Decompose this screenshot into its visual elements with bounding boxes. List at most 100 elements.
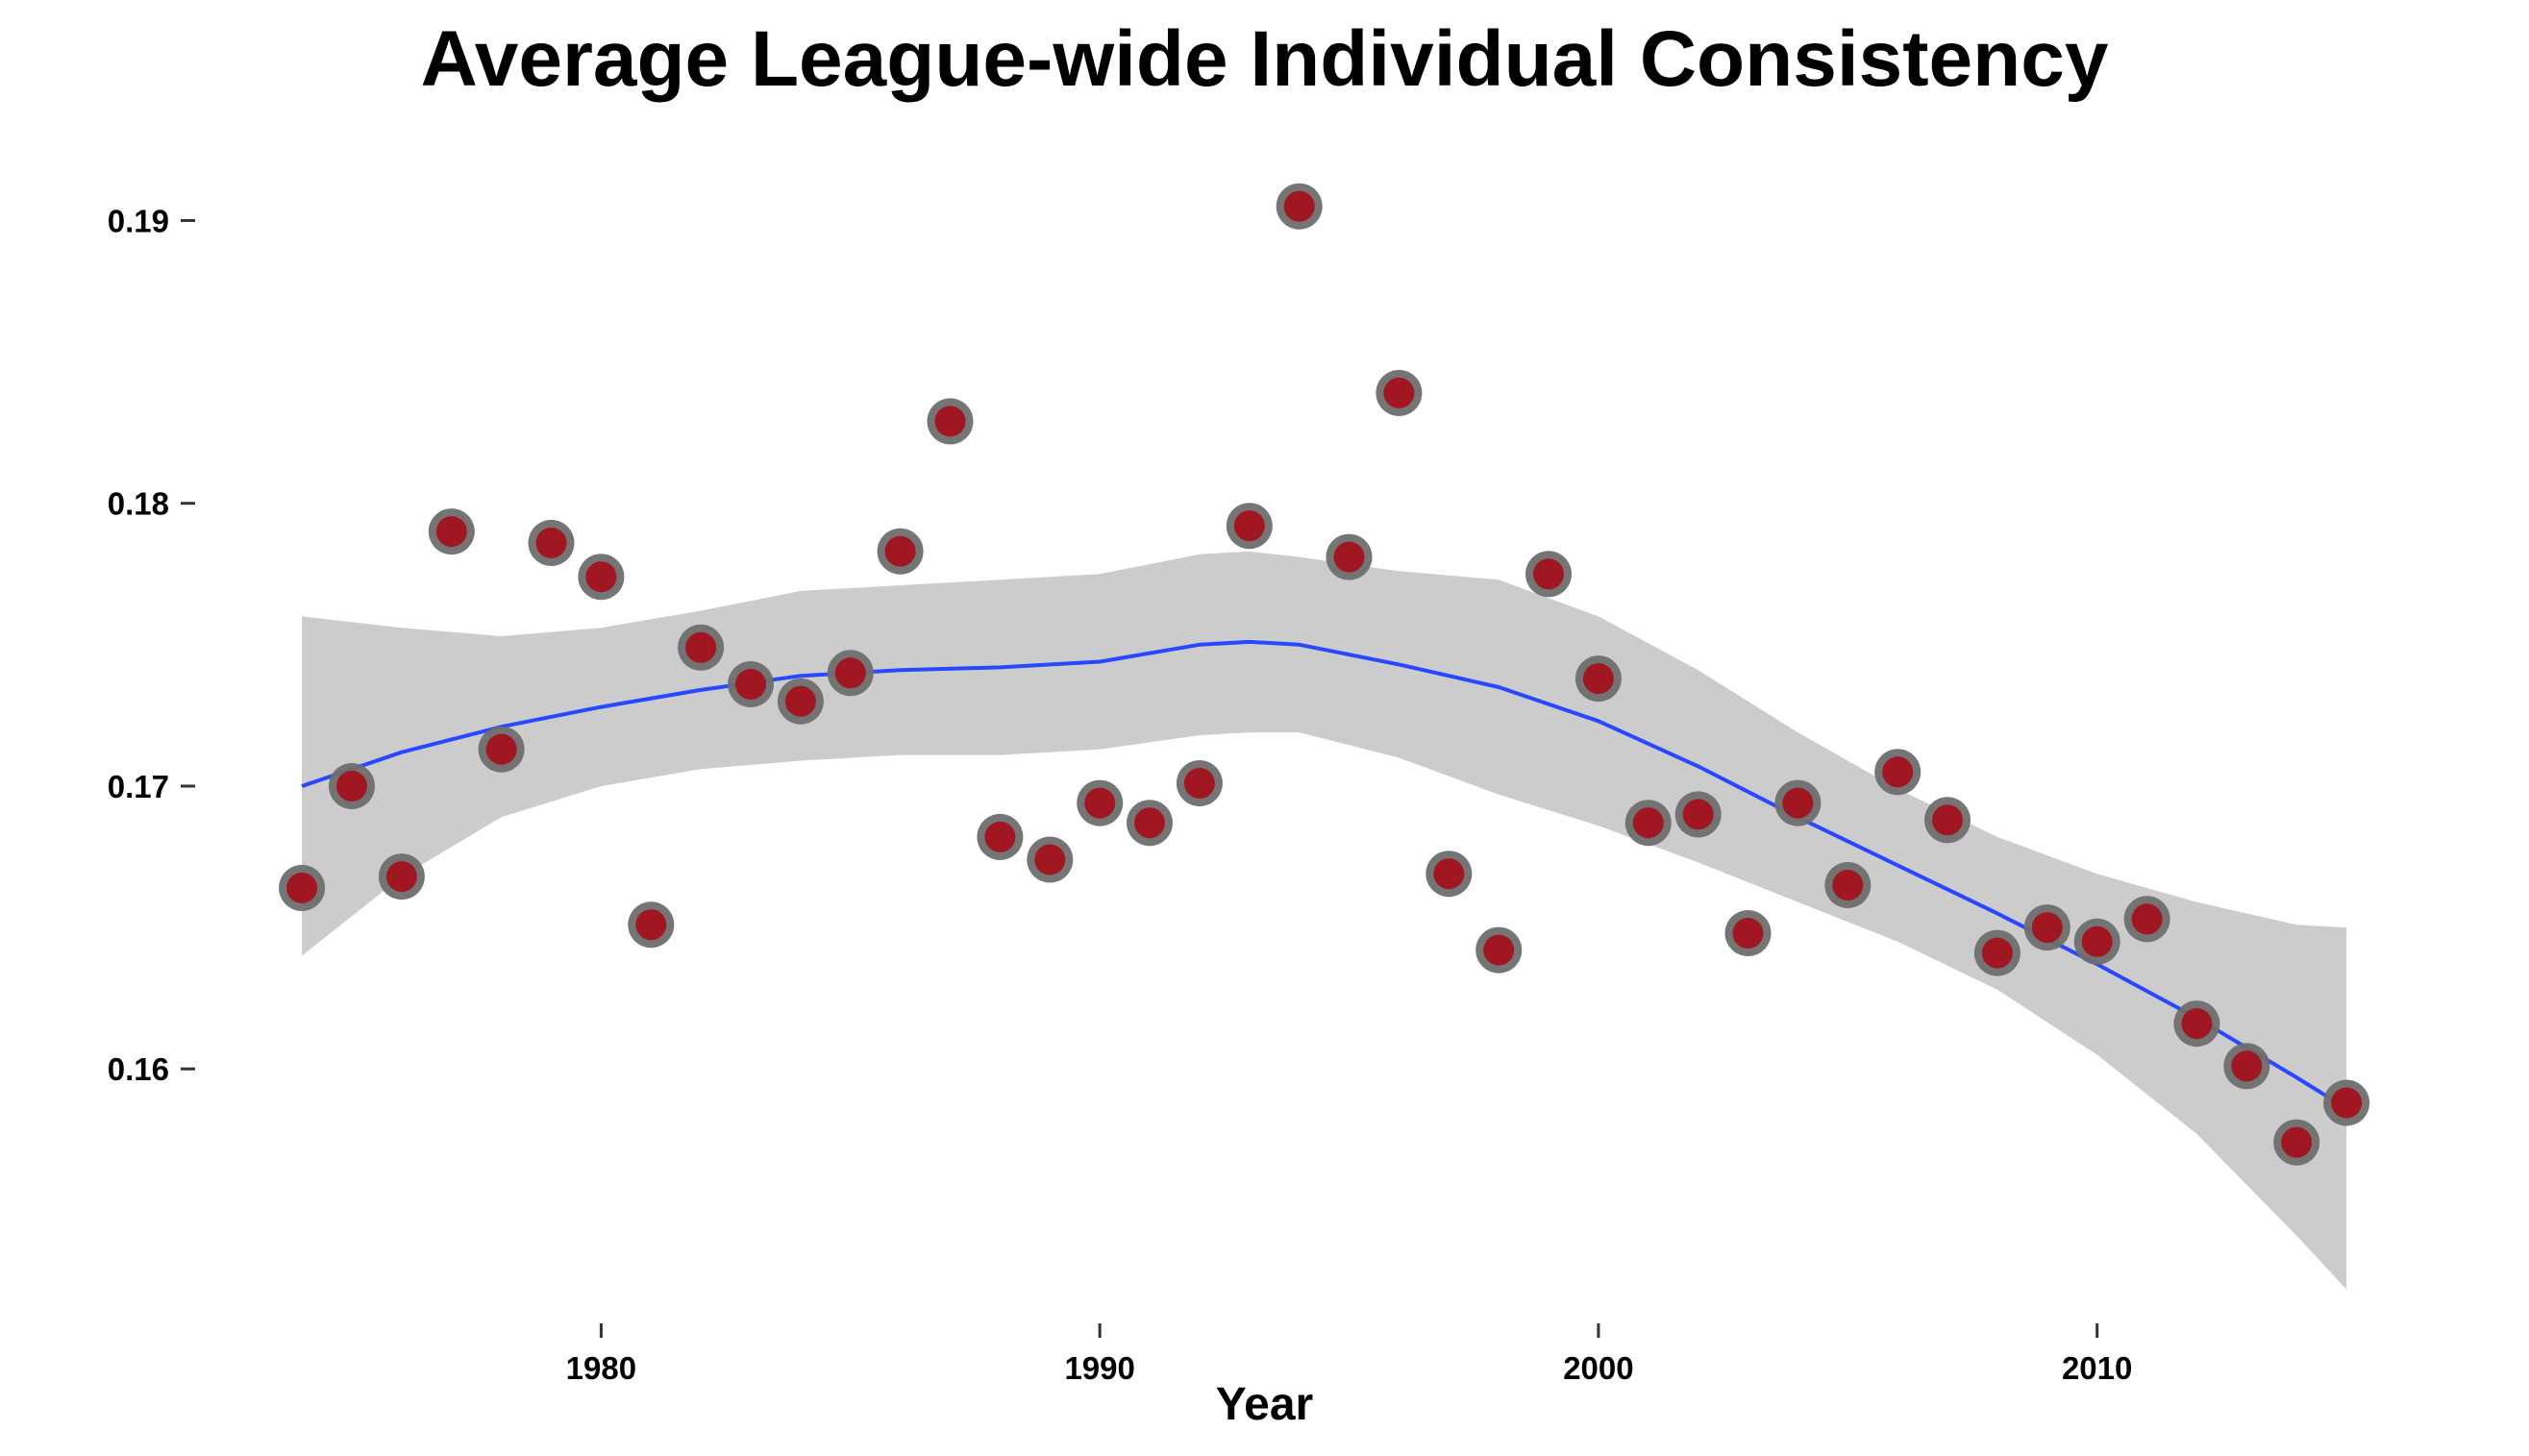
data-point-marker: [784, 685, 816, 717]
data-point: [1127, 800, 1173, 847]
data-point: [528, 519, 575, 566]
data-point: [428, 508, 475, 555]
data-point: [1276, 183, 1323, 230]
data-point-marker: [1283, 190, 1315, 222]
data-point: [2273, 1119, 2320, 1166]
data-point-marker: [685, 631, 717, 663]
data-point-marker: [1433, 858, 1465, 890]
x-tick-label: 1980: [566, 1350, 636, 1386]
chart-title: Average League-wide Individual Consisten…: [420, 15, 2109, 103]
data-point-marker: [834, 657, 866, 689]
data-point: [1226, 503, 1273, 550]
data-point-marker: [1483, 934, 1515, 966]
data-point: [329, 763, 375, 809]
data-point-marker: [2181, 1008, 2213, 1040]
data-point-marker: [735, 669, 766, 700]
y-tick-label: 0.17: [108, 769, 169, 804]
data-point: [1176, 760, 1223, 806]
data-point-marker: [1134, 807, 1165, 839]
data-point: [678, 624, 725, 671]
data-point: [578, 554, 625, 601]
data-point-marker: [1682, 799, 1714, 830]
y-axis: 0.16 0.17 0.18 0.19: [108, 203, 195, 1087]
data-point-marker: [1383, 377, 1415, 408]
data-point: [2073, 918, 2120, 965]
data-point: [378, 853, 425, 901]
data-point: [977, 813, 1024, 860]
data-point: [1426, 851, 1473, 898]
data-point-marker: [1034, 844, 1066, 876]
data-point: [1724, 910, 1772, 956]
data-point-marker: [2331, 1087, 2363, 1119]
data-point-marker: [884, 535, 916, 567]
data-point: [927, 398, 974, 445]
data-point: [1525, 551, 1572, 598]
x-tick-label: 2010: [2062, 1350, 2132, 1386]
data-point: [777, 678, 824, 725]
data-point-marker: [336, 771, 367, 802]
data-point-marker: [1533, 558, 1564, 590]
data-point: [2023, 904, 2070, 951]
data-point: [1874, 749, 1922, 796]
data-point-marker: [435, 516, 467, 548]
data-point-marker: [286, 872, 318, 903]
data-point-marker: [1782, 787, 1814, 819]
data-point: [279, 864, 326, 911]
data-point: [877, 528, 924, 575]
data-point: [1376, 369, 1423, 416]
data-point-marker: [635, 909, 667, 941]
confidence-band-layer: [302, 551, 2347, 1290]
data-point-marker: [585, 561, 617, 593]
data-point-marker: [1981, 937, 2013, 969]
data-point: [478, 726, 525, 773]
data-point: [1027, 836, 1074, 883]
data-point-marker: [1084, 787, 1116, 819]
x-tick-label: 2000: [1563, 1350, 1633, 1386]
data-point-marker: [2081, 925, 2113, 957]
data-point-marker: [2031, 912, 2063, 944]
data-point: [827, 650, 874, 697]
data-point: [1624, 800, 1672, 847]
data-point-marker: [1233, 510, 1265, 542]
y-tick-label: 0.18: [108, 486, 169, 522]
data-point: [2173, 1000, 2220, 1048]
data-point-marker: [1732, 918, 1764, 949]
data-point: [1774, 779, 1822, 827]
data-point-marker: [485, 733, 517, 765]
y-tick-label: 0.19: [108, 203, 169, 238]
data-point-marker: [2281, 1126, 2313, 1158]
x-axis: 1980 1990 2000 2010: [566, 1323, 2132, 1386]
data-point-marker: [1632, 807, 1664, 839]
data-point-marker: [535, 527, 567, 558]
data-point-marker: [1882, 756, 1914, 788]
data-point: [1574, 655, 1622, 703]
data-point: [728, 661, 774, 707]
data-point-marker: [385, 861, 417, 893]
x-axis-title: Year: [1215, 1379, 1314, 1430]
data-point: [1973, 929, 2021, 976]
data-point-marker: [1832, 870, 1864, 901]
data-points-layer: [279, 183, 2370, 1166]
data-point: [628, 901, 675, 949]
data-point: [1674, 791, 1722, 838]
x-tick-label: 1990: [1064, 1350, 1134, 1386]
data-point-marker: [2231, 1050, 2263, 1082]
data-point-marker: [984, 821, 1016, 852]
data-point: [1824, 862, 1872, 908]
data-point-marker: [1333, 541, 1365, 573]
y-tick-label: 0.16: [108, 1051, 169, 1087]
data-point: [1326, 533, 1373, 580]
data-point: [1924, 797, 1971, 844]
data-point-marker: [1932, 804, 1963, 836]
data-point-marker: [1183, 768, 1215, 799]
data-point: [2323, 1079, 2370, 1126]
data-point: [2123, 896, 2170, 943]
data-point-marker: [2131, 903, 2163, 935]
data-point-marker: [1582, 663, 1614, 695]
data-point: [1077, 779, 1124, 827]
data-point: [2223, 1043, 2270, 1090]
confidence-band: [302, 551, 2347, 1290]
data-point: [1475, 926, 1523, 974]
data-point-marker: [934, 406, 966, 437]
